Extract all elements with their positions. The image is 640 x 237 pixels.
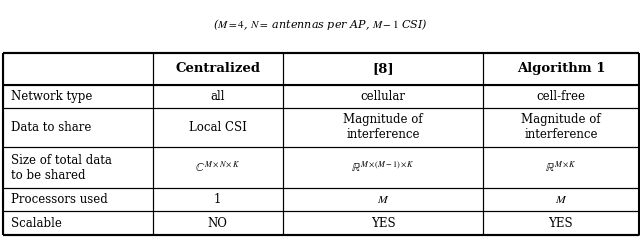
- Text: cellular: cellular: [360, 90, 405, 103]
- Text: Magnitude of
interference: Magnitude of interference: [521, 113, 601, 141]
- Text: Network type: Network type: [11, 90, 92, 103]
- Text: Algorithm 1: Algorithm 1: [516, 62, 605, 75]
- Text: Scalable: Scalable: [11, 217, 61, 230]
- Text: NO: NO: [208, 217, 228, 230]
- Text: Data to share: Data to share: [11, 121, 92, 134]
- Text: YES: YES: [548, 217, 573, 230]
- Text: $\mathbb{C}^{M\times N\times K}$: $\mathbb{C}^{M\times N\times K}$: [195, 160, 240, 175]
- Text: Centralized: Centralized: [175, 62, 260, 75]
- Text: Magnitude of
interference: Magnitude of interference: [343, 113, 423, 141]
- Text: $\mathbb{R}^{M\times K}$: $\mathbb{R}^{M\times K}$: [545, 160, 577, 175]
- Text: 1: 1: [214, 193, 221, 206]
- Text: YES: YES: [371, 217, 396, 230]
- Text: [8]: [8]: [372, 62, 394, 75]
- Text: ($M=4$, $N=$ antennas per AP, $M-1$ CSI): ($M=4$, $N=$ antennas per AP, $M-1$ CSI): [212, 17, 428, 32]
- Text: Size of total data
to be shared: Size of total data to be shared: [11, 154, 112, 182]
- Text: Local CSI: Local CSI: [189, 121, 246, 134]
- Text: $M$: $M$: [377, 193, 389, 206]
- Text: $\mathbb{R}^{M\times(M-1)\times K}$: $\mathbb{R}^{M\times(M-1)\times K}$: [351, 160, 415, 175]
- Text: all: all: [211, 90, 225, 103]
- Text: cell-free: cell-free: [536, 90, 586, 103]
- Text: Processors used: Processors used: [11, 193, 108, 206]
- Text: $M$: $M$: [555, 193, 567, 206]
